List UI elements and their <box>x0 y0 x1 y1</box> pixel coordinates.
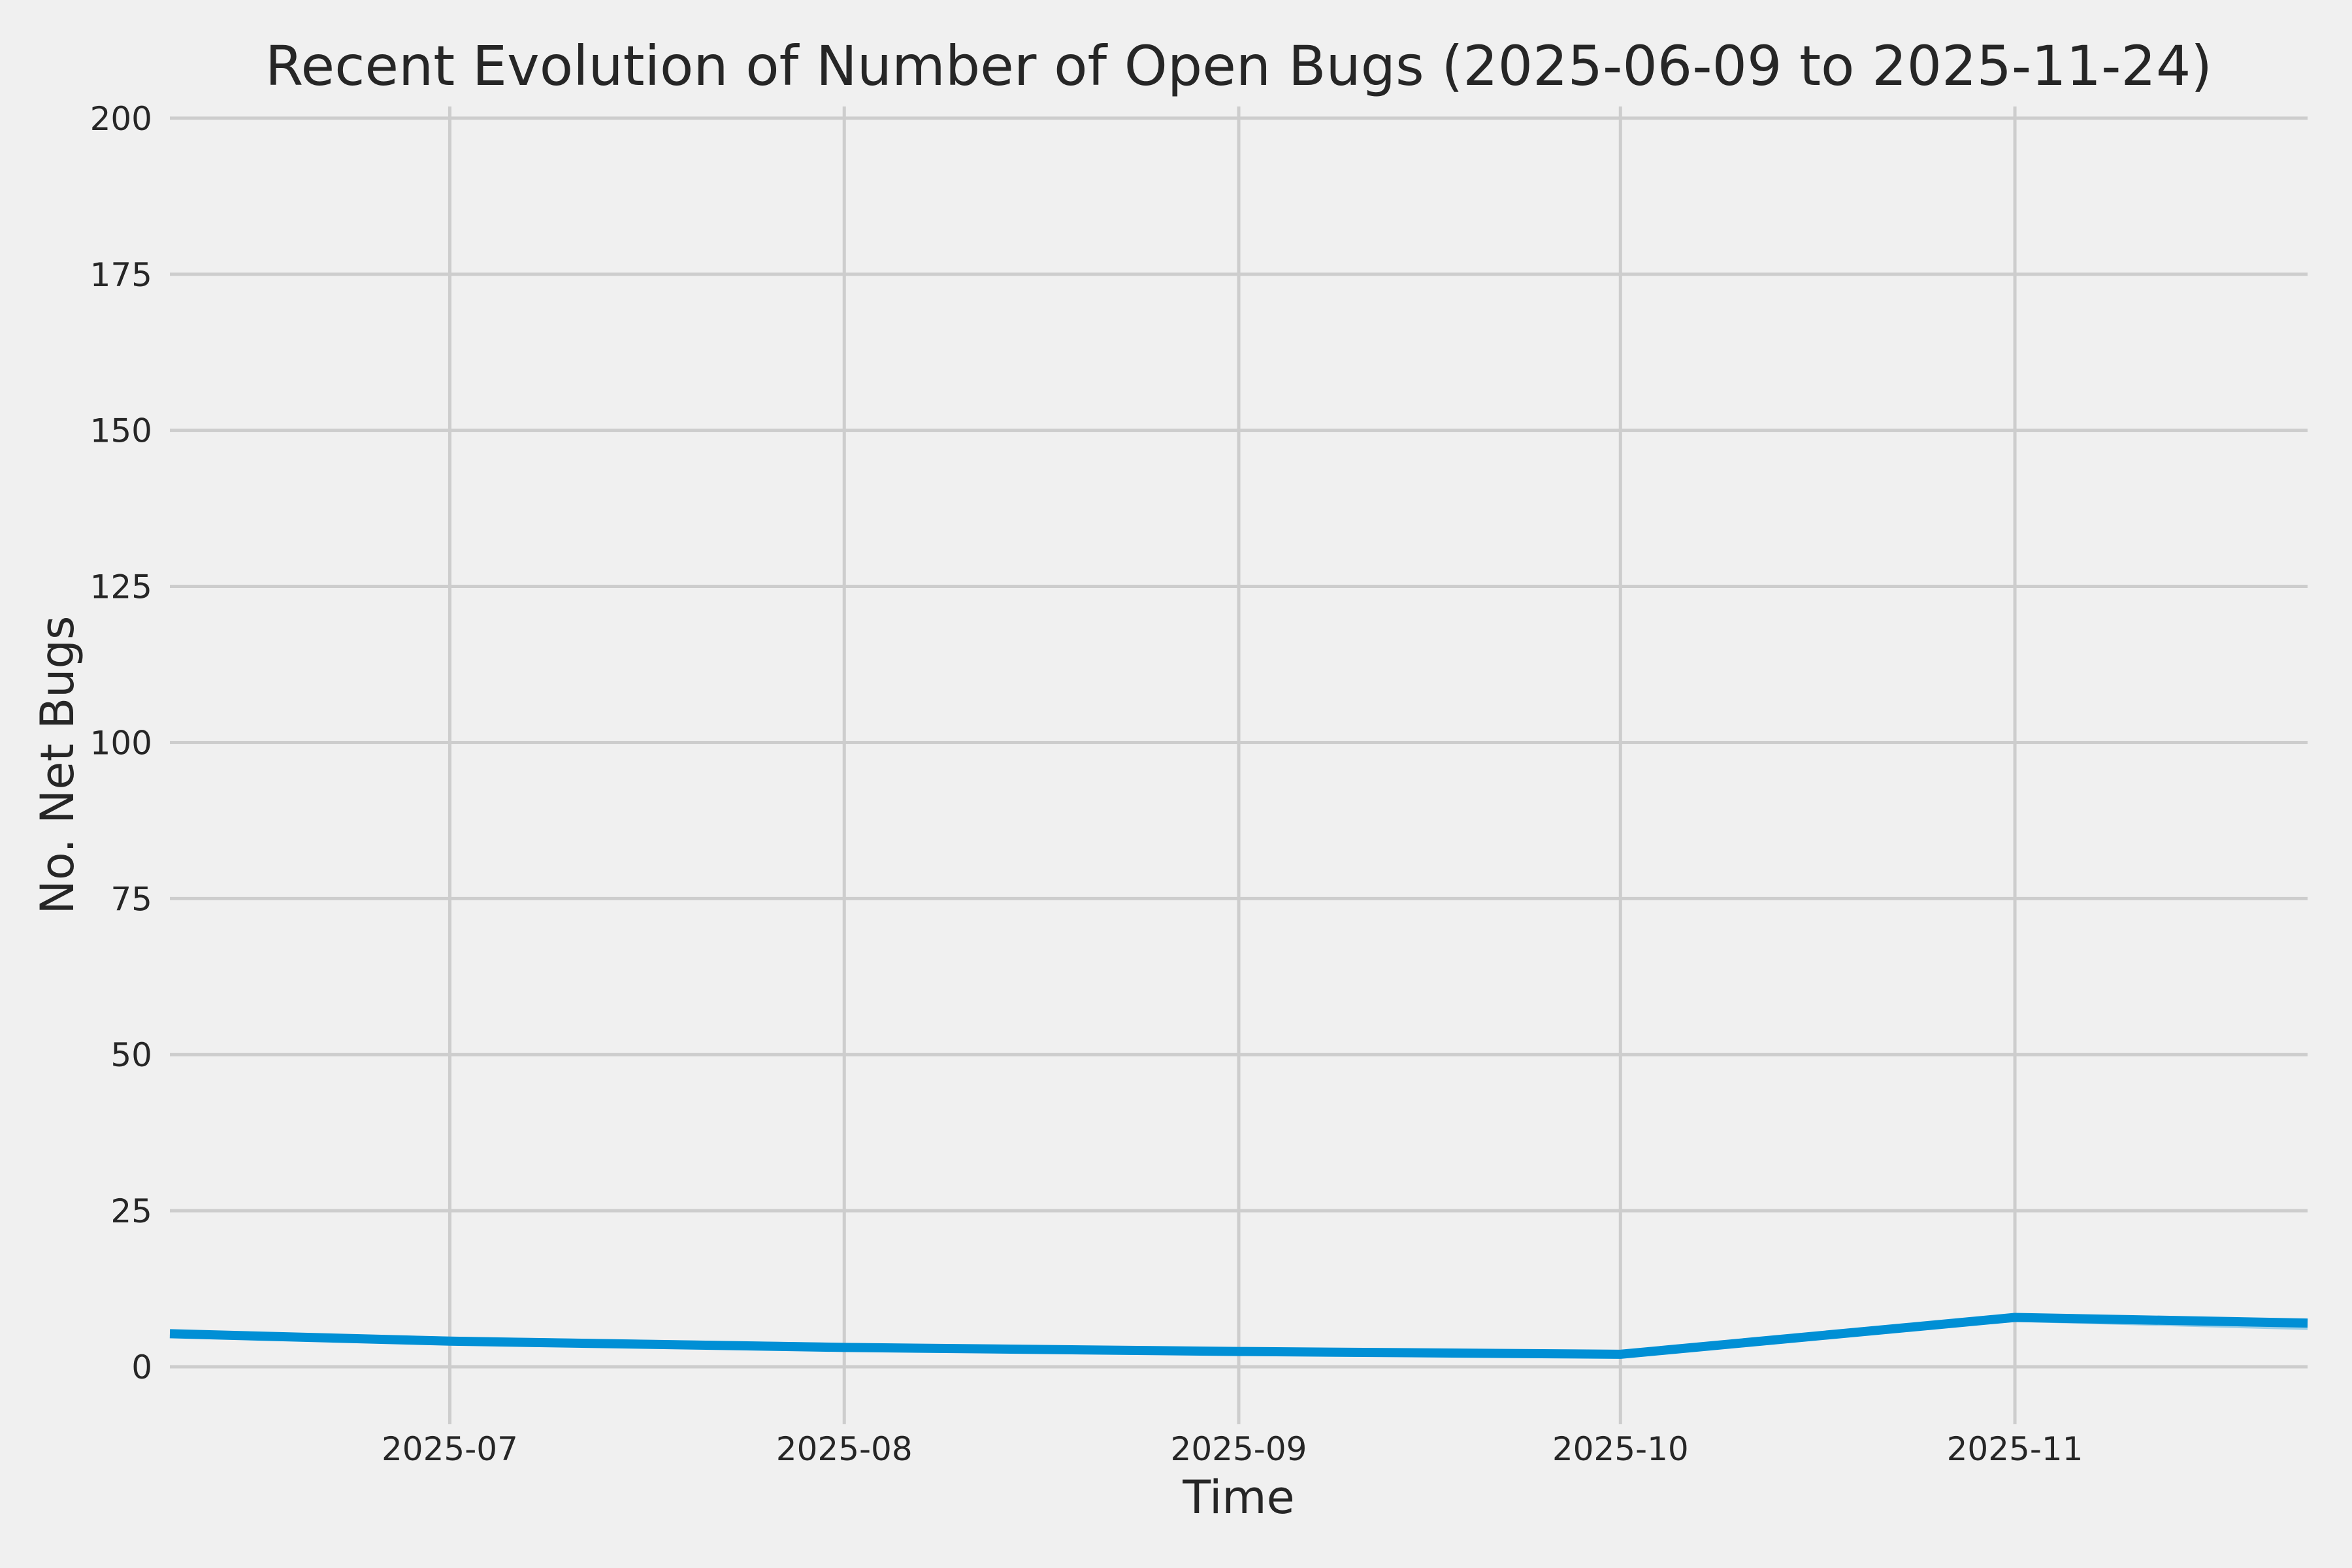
x-axis-label: Time <box>1182 1471 1294 1524</box>
y-axis-label: No. Net Bugs <box>31 616 84 915</box>
x-tick-label: 2025-10 <box>1552 1430 1689 1468</box>
y-tick-label: 50 <box>110 1036 152 1074</box>
y-tick-label: 75 <box>110 880 152 918</box>
x-tick-label: 2025-07 <box>382 1430 518 1468</box>
y-tick-label: 125 <box>90 568 152 606</box>
series-open-bugs-line <box>169 1313 2308 1359</box>
x-tick-label: 2025-09 <box>1171 1430 1307 1468</box>
tick-layer: 0 25 50 75 100 125 150 175 200 2025-07 2025-08 2025… <box>90 100 2083 1468</box>
y-tick-label: 25 <box>110 1192 152 1230</box>
grid-layer <box>170 106 2308 1424</box>
y-tick-label: 0 <box>131 1348 152 1386</box>
y-tick-label: 100 <box>90 724 152 762</box>
x-tick-label: 2025-11 <box>1947 1430 2083 1468</box>
y-tick-label: 150 <box>90 412 152 450</box>
x-tick-label: 2025-08 <box>776 1430 913 1468</box>
y-tick-label: 175 <box>90 256 152 294</box>
y-tick-label: 200 <box>90 100 152 138</box>
series-layer <box>169 1313 2308 1359</box>
chart-title: Recent Evolution of Number of Open Bugs … <box>265 34 2212 98</box>
